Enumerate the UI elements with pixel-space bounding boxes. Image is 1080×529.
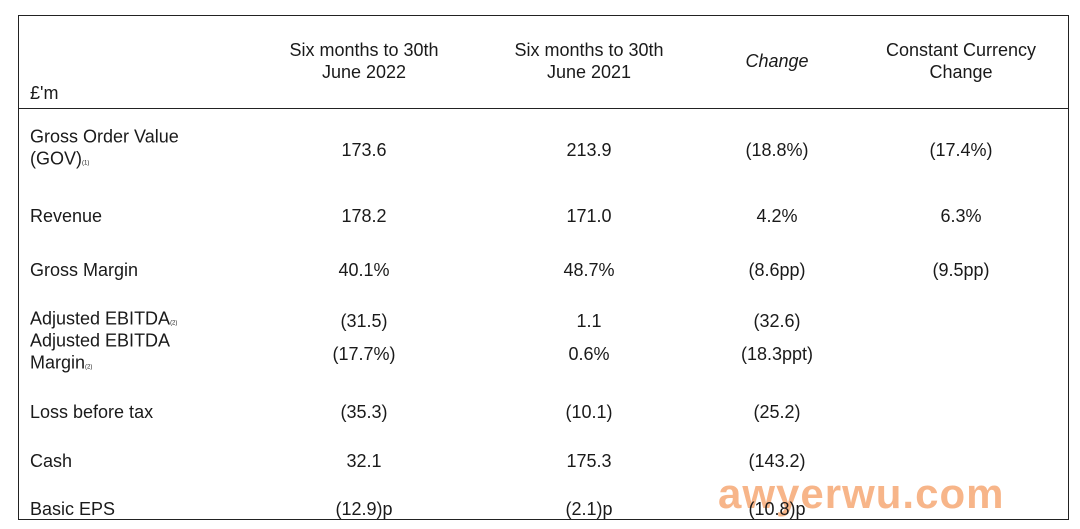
table-cell: 175.3 — [566, 451, 612, 471]
table-cell: (12.9)p — [335, 499, 393, 519]
footnote-marker: (2) — [85, 364, 93, 371]
table-cell: (17.7%) — [332, 344, 396, 364]
table-cell: (8.6pp) — [748, 260, 806, 280]
table-cell: 4.2% — [756, 206, 798, 226]
row-label-text: Adjusted EBITDA Margin — [30, 330, 170, 373]
table-cell: 40.1% — [338, 260, 390, 280]
table-cell: (25.2) — [753, 402, 801, 422]
table-cell: (18.8%) — [745, 140, 809, 160]
table-cell: 173.6 — [341, 140, 387, 160]
table-cell: 6.3% — [940, 206, 982, 226]
footnote-marker: (1) — [82, 160, 90, 167]
table-cell: (9.5pp) — [932, 260, 990, 280]
header-rule — [18, 108, 1069, 109]
row-label: Gross Order Value (GOV)(1) — [30, 126, 215, 175]
column-header: Six months to 30th June 2021 — [514, 40, 664, 82]
row-label: Basic EPS — [30, 498, 215, 520]
table-cell: (2.1)p — [565, 499, 613, 519]
row-label: Adjusted EBITDA(2) — [30, 308, 215, 335]
row-label: Gross Margin — [30, 259, 215, 281]
table-cell: (35.3) — [340, 402, 388, 422]
row-label: Loss before tax — [30, 401, 215, 423]
table-cell: (32.6) — [753, 311, 801, 331]
table-border — [18, 15, 1069, 520]
row-label-text: Basic EPS — [30, 499, 116, 519]
table-cell: 0.6% — [568, 344, 610, 364]
table-cell: (143.2) — [748, 451, 806, 471]
table-cell: 171.0 — [566, 206, 612, 226]
table-cell: 32.1 — [346, 451, 382, 471]
table-cell: 48.7% — [563, 260, 615, 280]
row-label-text: Loss before tax — [30, 402, 154, 422]
column-header: Change — [745, 51, 809, 71]
table-cell: (10.8)p — [748, 499, 806, 519]
row-label-text: Gross Margin — [30, 260, 139, 280]
table-cell: (31.5) — [340, 311, 388, 331]
footnote-marker: (2) — [170, 320, 178, 327]
table-cell: (18.3ppt) — [740, 344, 814, 364]
row-label: Revenue — [30, 205, 215, 227]
row-label-text: Gross Order Value (GOV) — [30, 126, 179, 169]
table-cell: (10.1) — [565, 402, 613, 422]
table-cell: 1.1 — [576, 311, 602, 331]
table-cell: 213.9 — [566, 140, 612, 160]
column-header: Six months to 30th June 2022 — [289, 40, 439, 82]
table-cell: 178.2 — [341, 206, 387, 226]
watermark: awyerwu.com — [718, 470, 1005, 517]
table-cell: (17.4%) — [929, 140, 993, 160]
row-label-text: Adjusted EBITDA — [30, 308, 171, 329]
row-label-text: Cash — [30, 451, 73, 471]
row-label-text: Revenue — [30, 206, 103, 226]
row-label: Cash — [30, 450, 215, 472]
column-header: Constant Currency Change — [885, 40, 1037, 82]
unit-label: £'m — [30, 83, 59, 103]
row-label: Adjusted EBITDA Margin(2) — [30, 330, 215, 379]
